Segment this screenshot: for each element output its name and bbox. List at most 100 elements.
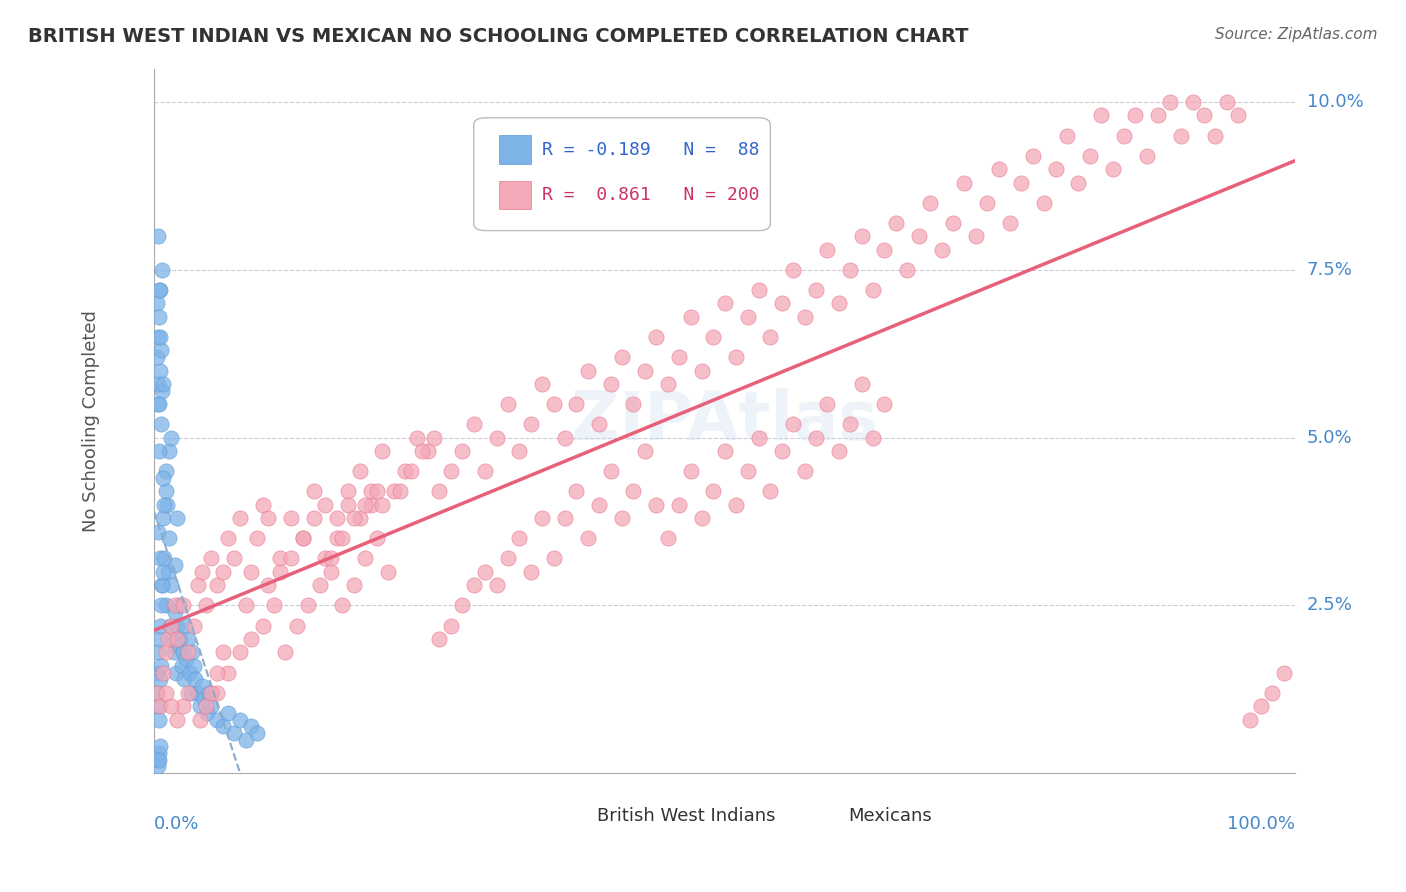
Point: [565, 397, 588, 411]
Text: R =  0.861   N = 200: R = 0.861 N = 200: [543, 186, 759, 204]
Point: [485, 431, 508, 445]
Point: [155, 686, 177, 700]
Point: [163, 605, 186, 619]
Point: [157, 444, 180, 458]
Point: [519, 417, 541, 432]
Point: [145, 296, 167, 310]
Point: [366, 484, 388, 499]
Point: [211, 719, 233, 733]
Point: [235, 599, 257, 613]
Point: [166, 632, 188, 646]
Point: [1067, 176, 1090, 190]
Point: [155, 599, 177, 613]
Point: [211, 565, 233, 579]
Point: [205, 665, 228, 680]
Point: [713, 444, 735, 458]
Point: [862, 283, 884, 297]
Bar: [499, 181, 530, 210]
Point: [217, 706, 239, 720]
Point: [657, 531, 679, 545]
Point: [337, 498, 360, 512]
Point: [166, 618, 188, 632]
Point: [150, 578, 173, 592]
Point: [188, 699, 211, 714]
Point: [759, 484, 782, 499]
Point: [205, 713, 228, 727]
Point: [690, 511, 713, 525]
Point: [314, 551, 336, 566]
Point: [485, 578, 508, 592]
Point: [172, 699, 194, 714]
Point: [146, 376, 169, 391]
Point: [343, 578, 366, 592]
Point: [160, 699, 183, 714]
Point: [543, 397, 565, 411]
Text: R = -0.189   N =  88: R = -0.189 N = 88: [543, 141, 759, 159]
Point: [1239, 713, 1261, 727]
Point: [148, 632, 170, 646]
Point: [148, 283, 170, 297]
Point: [145, 686, 167, 700]
Point: [429, 632, 451, 646]
Bar: [804, 803, 837, 830]
Point: [148, 397, 170, 411]
Point: [1159, 95, 1181, 109]
Point: [1192, 108, 1215, 122]
Point: [150, 417, 173, 432]
Point: [371, 444, 394, 458]
Point: [998, 216, 1021, 230]
Point: [531, 376, 554, 391]
Point: [1010, 176, 1032, 190]
Point: [194, 599, 217, 613]
Point: [152, 376, 174, 391]
Point: [1136, 149, 1159, 163]
Point: [896, 263, 918, 277]
Point: [702, 484, 724, 499]
Point: [828, 444, 851, 458]
Point: [793, 464, 815, 478]
Point: [224, 726, 246, 740]
Point: [177, 645, 200, 659]
Point: [302, 511, 325, 525]
Point: [177, 686, 200, 700]
Point: [155, 645, 177, 659]
Bar: [499, 136, 530, 163]
Point: [150, 658, 173, 673]
Point: [1272, 665, 1295, 680]
Point: [263, 599, 285, 613]
Point: [804, 431, 827, 445]
Point: [508, 444, 530, 458]
Point: [1250, 699, 1272, 714]
Point: [411, 444, 433, 458]
Point: [229, 645, 252, 659]
Text: Source: ZipAtlas.com: Source: ZipAtlas.com: [1215, 27, 1378, 42]
Point: [145, 665, 167, 680]
Point: [1125, 108, 1147, 122]
Point: [862, 431, 884, 445]
Point: [146, 524, 169, 539]
Point: [519, 565, 541, 579]
Point: [149, 330, 172, 344]
Point: [146, 759, 169, 773]
Point: [183, 618, 205, 632]
Point: [496, 397, 519, 411]
Text: 0.0%: 0.0%: [155, 815, 200, 833]
Point: [815, 243, 838, 257]
Point: [326, 511, 349, 525]
Point: [851, 229, 873, 244]
FancyBboxPatch shape: [474, 118, 770, 231]
Point: [815, 397, 838, 411]
Point: [152, 565, 174, 579]
Point: [319, 551, 342, 566]
Point: [851, 376, 873, 391]
Point: [748, 283, 770, 297]
Point: [759, 330, 782, 344]
Point: [987, 162, 1010, 177]
Point: [332, 531, 354, 545]
Point: [326, 531, 349, 545]
Point: [474, 464, 496, 478]
Point: [150, 599, 173, 613]
Point: [725, 350, 748, 364]
Point: [976, 195, 998, 210]
Point: [314, 498, 336, 512]
